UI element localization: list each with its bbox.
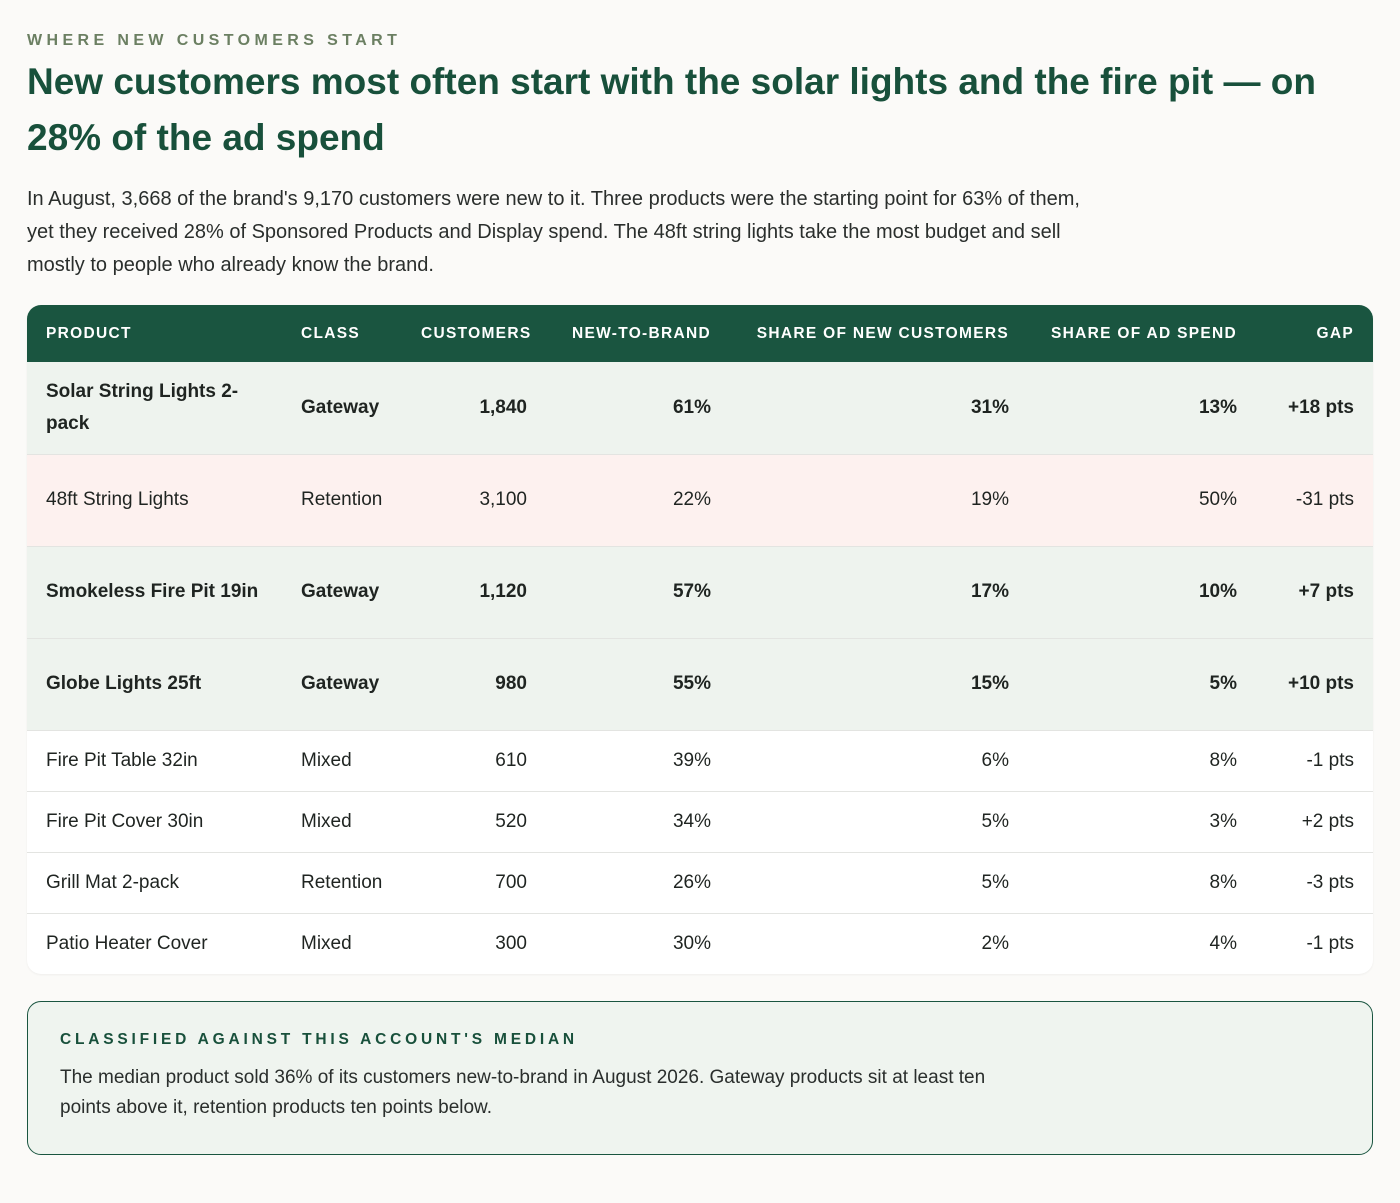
col-header-gap: GAP (1316, 324, 1354, 342)
cell-customers: 3,100 (402, 454, 546, 547)
cell-share-spend: 3% (1028, 791, 1256, 853)
cell-class: Gateway (282, 638, 402, 731)
cell-new-to-brand: 34% (546, 791, 730, 853)
cell-class: Retention (282, 852, 402, 914)
cell-share-spend: 4% (1209, 932, 1237, 954)
page-title: New customers most often start with the … (27, 61, 1316, 158)
cell-gap: +18 pts (1256, 362, 1373, 455)
cell-share-new: 5% (730, 791, 1028, 853)
cell-gap: +7 pts (1256, 546, 1373, 639)
cell-gap: -1 pts (1306, 932, 1354, 954)
cell-product: Grill Mat 2-pack (27, 852, 282, 914)
cell-new-to-brand: 61% (546, 362, 730, 455)
cell-product: 48ft String Lights (27, 454, 282, 547)
cell-gap: +10 pts (1256, 638, 1373, 731)
cell-class: Gateway (282, 546, 402, 639)
cell-product: Solar String Lights 2-pack (27, 362, 282, 455)
cell-product: Globe Lights 25ft (27, 638, 282, 731)
cell-share-new: 17% (730, 546, 1028, 639)
cell-product: Fire Pit Table 32in (27, 730, 282, 792)
table-row: Grill Mat 2-pack Retention 700 26% 5% 8%… (27, 852, 1373, 914)
cell-share-spend: 8% (1028, 730, 1256, 792)
col-header-customers: CUSTOMERS (421, 324, 532, 342)
cell-share-spend: 8% (1028, 852, 1256, 914)
cell-new-to-brand: 57% (546, 546, 730, 639)
eyebrow: WHERE NEW CUSTOMERS START (27, 32, 402, 49)
col-header-product: PRODUCT (46, 324, 132, 342)
cell-new-to-brand: 22% (546, 454, 730, 547)
cell-new-to-brand: 30% (672, 932, 711, 954)
classification-note: CLASSIFIED AGAINST THIS ACCOUNT'S MEDIAN… (27, 1001, 1373, 1155)
cell-share-new: 6% (730, 730, 1028, 792)
lede-paragraph: In August, 3,668 of the brand's 9,170 cu… (27, 188, 1080, 276)
cell-customers: 700 (402, 852, 546, 914)
col-header-share-spend: SHARE OF AD SPEND (1050, 324, 1237, 342)
cell-share-spend: 13% (1028, 362, 1256, 455)
cell-share-new: 2% (981, 932, 1009, 954)
product-table: PRODUCT CLASS CUSTOMERS NEW-TO-BRAND SHA… (27, 305, 1373, 974)
col-header-class: CLASS (301, 324, 361, 342)
cell-class: Retention (282, 454, 402, 547)
cell-new-to-brand: 26% (546, 852, 730, 914)
note-body: The median product sold 36% of its custo… (60, 1067, 986, 1118)
col-header-share-new: SHARE OF NEW CUSTOMERS (756, 324, 1009, 342)
cell-class: Gateway (282, 362, 402, 455)
cell-class: Mixed (282, 791, 402, 853)
cell-new-to-brand: 39% (546, 730, 730, 792)
cell-new-to-brand: 55% (546, 638, 730, 731)
cell-customers: 610 (402, 730, 546, 792)
table-row: Fire Pit Cover 30in Mixed 520 34% 5% 3% … (27, 791, 1373, 853)
product-table-card: PRODUCT CLASS CUSTOMERS NEW-TO-BRAND SHA… (27, 305, 1373, 974)
cell-share-new: 15% (730, 638, 1028, 731)
cell-product: Fire Pit Cover 30in (27, 791, 282, 853)
cell-product: Smokeless Fire Pit 19in (27, 546, 282, 639)
cell-gap: +2 pts (1256, 791, 1373, 853)
cell-customers: 300 (495, 932, 527, 954)
cell-share-new: 5% (730, 852, 1028, 914)
cell-share-new: 19% (730, 454, 1028, 547)
cell-class: Mixed (301, 932, 352, 954)
cell-share-spend: 50% (1028, 454, 1256, 547)
table-row: 48ft String Lights Retention 3,100 22% 1… (27, 454, 1373, 547)
cell-customers: 520 (402, 791, 546, 853)
table-row: Patio Heater Cover Mixed 300 30% 2% 4% -… (27, 913, 1373, 974)
cell-gap: -3 pts (1256, 852, 1373, 914)
cell-gap: -31 pts (1256, 454, 1373, 547)
cell-product: Patio Heater Cover (46, 932, 208, 954)
cell-customers: 1,840 (402, 362, 546, 455)
cell-gap: -1 pts (1256, 730, 1373, 792)
cell-share-spend: 10% (1028, 546, 1256, 639)
cell-customers: 980 (402, 638, 546, 731)
table-row: Fire Pit Table 32in Mixed 610 39% 6% 8% … (27, 730, 1373, 792)
cell-customers: 1,120 (402, 546, 546, 639)
table-row: Smokeless Fire Pit 19in Gateway 1,120 57… (27, 546, 1373, 639)
table-header-row: PRODUCT CLASS CUSTOMERS NEW-TO-BRAND SHA… (27, 305, 1373, 362)
table-row: Solar String Lights 2-pack Gateway 1,840… (27, 362, 1373, 455)
cell-share-new: 31% (730, 362, 1028, 455)
col-header-new-to-brand: NEW-TO-BRAND (572, 324, 711, 342)
note-label: CLASSIFIED AGAINST THIS ACCOUNT'S MEDIAN (60, 1031, 578, 1048)
cell-class: Mixed (282, 730, 402, 792)
cell-share-spend: 5% (1028, 638, 1256, 731)
table-row: Globe Lights 25ft Gateway 980 55% 15% 5%… (27, 638, 1373, 731)
